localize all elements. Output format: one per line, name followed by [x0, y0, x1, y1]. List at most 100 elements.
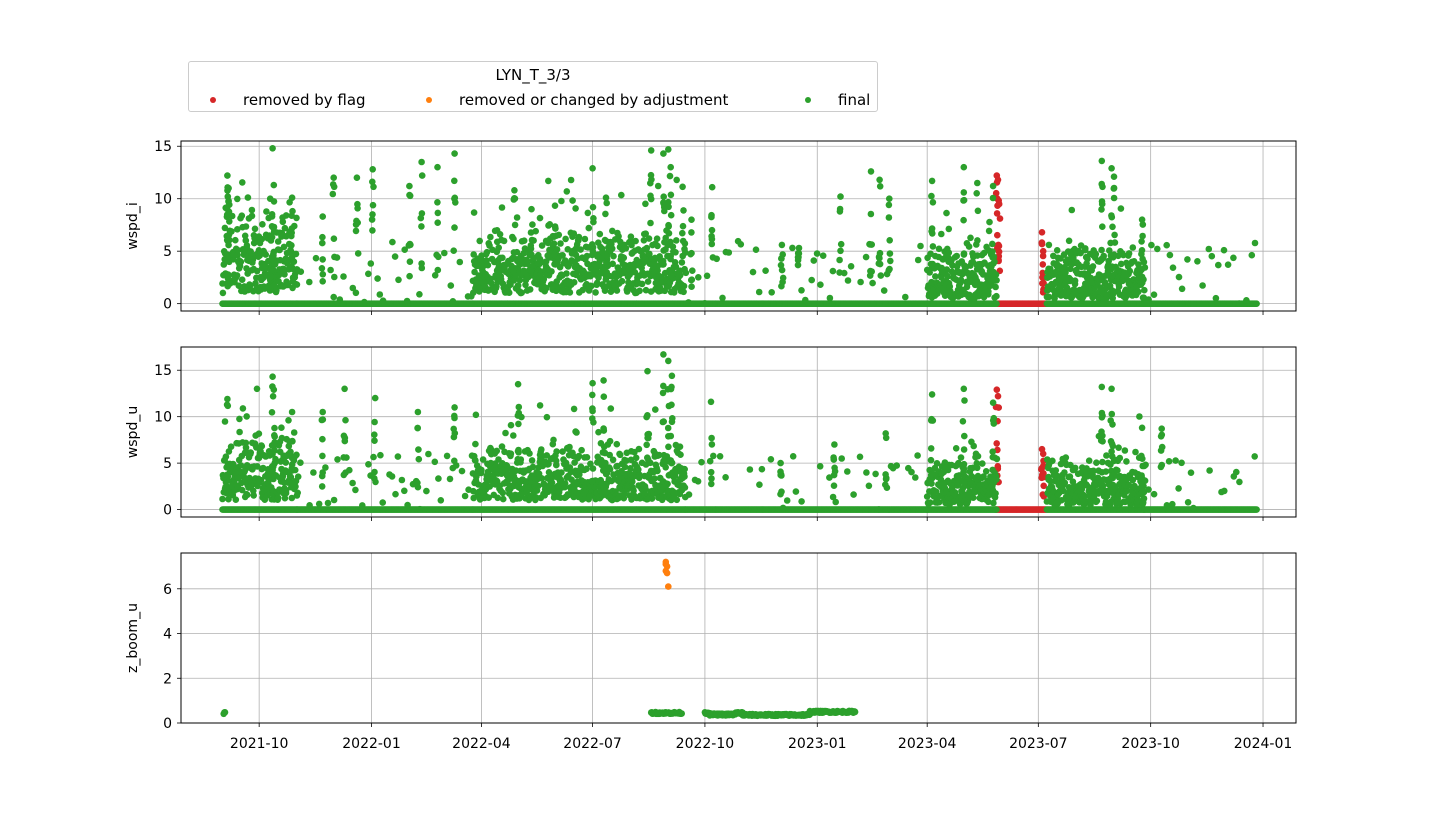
data-point: [1098, 246, 1105, 254]
data-point: [706, 457, 714, 465]
data-point: [434, 163, 441, 171]
data-point: [538, 446, 545, 453]
data-point: [518, 289, 525, 297]
data-point: [990, 253, 998, 261]
data-point: [632, 237, 639, 245]
data-point: [609, 260, 616, 268]
data-point: [269, 145, 276, 152]
data-point: [451, 150, 458, 157]
data-point: [600, 425, 607, 432]
data-point: [778, 241, 786, 249]
data-point: [789, 453, 797, 460]
data-point: [372, 478, 379, 486]
data-point: [555, 231, 563, 239]
data-point: [808, 276, 815, 284]
data-point: [561, 480, 569, 487]
data-point: [929, 199, 937, 206]
data-point: [886, 250, 894, 257]
data-point: [528, 205, 535, 213]
data-point: [1098, 157, 1106, 165]
data-point: [1098, 255, 1105, 263]
data-point: [1081, 246, 1089, 254]
data-point: [225, 197, 232, 205]
data-point: [269, 266, 277, 273]
data-point: [418, 223, 425, 230]
data-point: [331, 253, 338, 261]
data-point: [688, 229, 695, 236]
data-point: [660, 351, 667, 358]
data-point: [318, 483, 326, 490]
data-point: [993, 210, 1001, 217]
data-point: [359, 502, 366, 509]
data-point: [252, 280, 259, 287]
y-axis-label: wspd_i: [125, 202, 141, 249]
data-point: [336, 296, 344, 303]
data-point: [960, 216, 967, 224]
data-point: [677, 451, 684, 459]
data-point: [340, 454, 348, 461]
y-tick-label: 0: [163, 503, 172, 519]
data-point: [1212, 294, 1220, 302]
data-point: [251, 225, 259, 233]
data-point: [371, 418, 378, 426]
data-point: [1084, 255, 1091, 263]
data-point: [847, 263, 855, 270]
data-point: [876, 249, 884, 257]
data-point: [279, 218, 287, 226]
data-point: [238, 479, 245, 487]
data-point: [716, 453, 724, 460]
legend-marker-removed-by-flag: [210, 97, 216, 103]
data-point: [996, 215, 1004, 222]
data-point: [698, 458, 705, 466]
data-point: [602, 194, 610, 201]
data-point: [746, 466, 754, 473]
data-point: [680, 282, 688, 290]
data-point: [708, 434, 715, 442]
data-point: [886, 265, 893, 273]
data-point: [494, 494, 502, 502]
data-point: [642, 286, 650, 294]
data-point: [287, 448, 294, 456]
data-point: [779, 278, 786, 286]
data-point: [1150, 291, 1158, 299]
legend: LYN_T_3/3 removed by flag removed or cha…: [188, 61, 878, 112]
y-tick-label: 5: [163, 244, 172, 260]
data-point: [499, 254, 506, 262]
data-point: [1253, 300, 1260, 308]
data-point: [583, 454, 591, 461]
data-point: [965, 243, 973, 250]
data-point: [219, 495, 226, 503]
data-point: [595, 428, 602, 436]
data-point: [548, 479, 556, 487]
data-point: [484, 261, 492, 269]
data-point: [592, 289, 599, 296]
data-point: [585, 224, 593, 232]
data-point: [330, 235, 338, 242]
data-point: [681, 484, 689, 491]
data-point: [236, 415, 243, 423]
data-point: [615, 233, 622, 240]
data-point: [573, 429, 580, 436]
data-point: [239, 405, 247, 412]
data-point: [990, 275, 997, 283]
data-point: [836, 256, 843, 264]
data-point: [353, 174, 361, 181]
data-point: [511, 221, 519, 229]
data-point: [665, 198, 672, 206]
data-point: [928, 177, 936, 185]
data-point: [1071, 277, 1079, 285]
data-point: [600, 466, 607, 474]
data-point: [1065, 237, 1073, 245]
data-point: [749, 268, 757, 276]
data-point: [588, 478, 596, 485]
data-point: [1235, 300, 1243, 307]
data-point: [259, 221, 266, 228]
data-point: [522, 281, 529, 289]
data-point: [232, 496, 240, 504]
data-point: [306, 278, 313, 286]
data-point: [1038, 229, 1046, 236]
data-point: [644, 434, 651, 442]
data-point: [416, 505, 424, 513]
data-point: [662, 234, 669, 242]
data-point: [1039, 261, 1047, 268]
